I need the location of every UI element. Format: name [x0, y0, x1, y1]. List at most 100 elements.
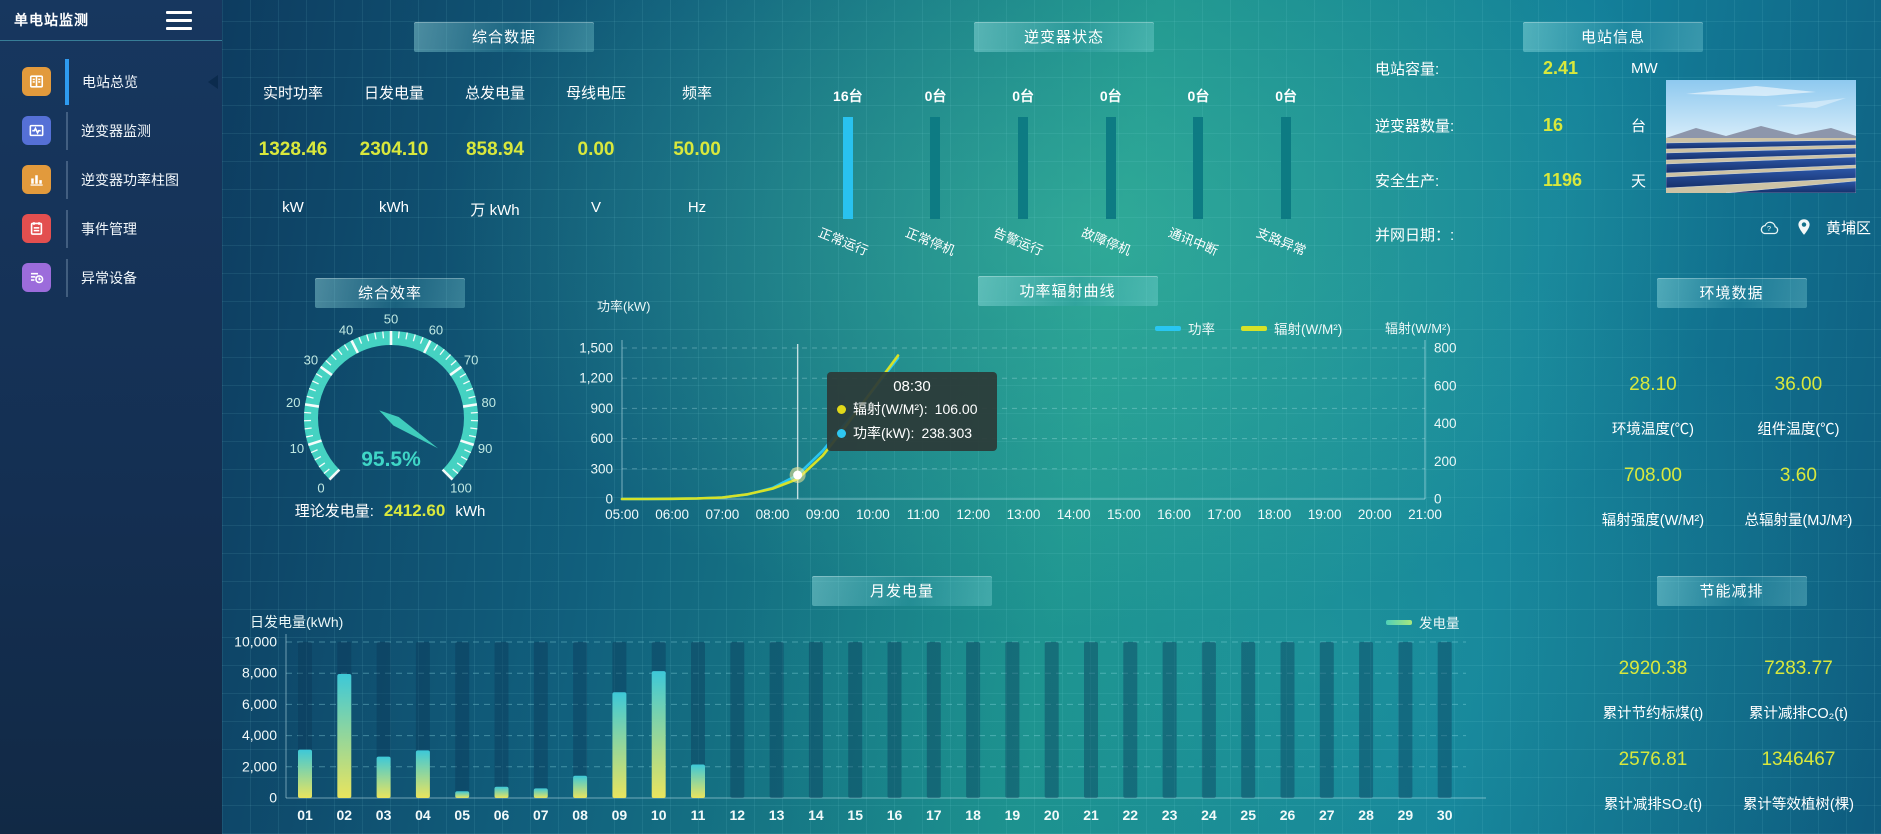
panel-title: 综合效率: [315, 278, 465, 308]
svg-text:28: 28: [1358, 807, 1374, 823]
efficiency-gauge[interactable]: 0 10 20 30 40 50 60 70 80 90 100 95.5%: [228, 310, 552, 506]
svg-text:29: 29: [1398, 807, 1414, 823]
svg-text:0: 0: [317, 481, 324, 496]
status-comm-lost: 0台 通讯中断: [1166, 88, 1221, 259]
panel-efficiency: 综合效率 0 10 20 30 40 50 60 70 80 90 100 95.5% 理论发电量: …: [228, 270, 552, 546]
svg-text:09:00: 09:00: [806, 507, 840, 522]
metric-daily-energy: 日发电量 2304.10 kWh: [359, 85, 429, 216]
energy-swatch: [1386, 619, 1412, 625]
svg-text:0: 0: [1434, 492, 1442, 507]
location-pin-icon[interactable]: [1796, 218, 1812, 238]
stat-coal-saved: 2920.38 累计节约标煤(t): [1602, 658, 1704, 722]
panel-power-curve: 功率辐射曲线 功率(kW) 辐射(W/M²) 功率 辐射(W/M²) 0 300 6…: [559, 270, 1576, 546]
panel-title: 综合数据: [414, 22, 594, 52]
svg-text:07: 07: [533, 807, 549, 823]
sidebar-item-inverter-monitor[interactable]: 逆变器监测: [0, 106, 222, 155]
weather-cloud-icon[interactable]: ?: [1758, 219, 1782, 237]
svg-text:600: 600: [590, 431, 613, 446]
svg-text:19: 19: [1005, 807, 1021, 823]
svg-text:70: 70: [464, 352, 478, 367]
panel-title: 节能减排: [1656, 576, 1807, 606]
radiation-dot-icon: [837, 404, 846, 414]
hamburger-menu-icon[interactable]: [166, 10, 192, 30]
svg-text:40: 40: [339, 322, 353, 337]
svg-text:26: 26: [1280, 807, 1296, 823]
status-bar: [1193, 117, 1204, 219]
svg-text:17: 17: [926, 807, 942, 823]
panel-title: 环境数据: [1656, 278, 1807, 308]
svg-text:24: 24: [1201, 807, 1217, 823]
sidebar-item-label: 逆变器功率柱图: [81, 171, 179, 188]
svg-text:13: 13: [769, 807, 785, 823]
svg-text:18:00: 18:00: [1258, 507, 1292, 522]
svg-text:30: 30: [304, 352, 318, 367]
svg-text:2,000: 2,000: [242, 758, 277, 774]
sidebar-item-label: 电站总览: [82, 73, 138, 90]
svg-text:11:00: 11:00: [907, 507, 940, 522]
active-indicator: [65, 58, 69, 105]
stat-module-temp: 36.00 组件温度(℃): [1757, 374, 1840, 438]
svg-text:16:00: 16:00: [1157, 507, 1191, 522]
panel-station-info: 电站信息 电站容量: 2.41 MW 逆变器数量: 16 台 安全生产: 119…: [1349, 10, 1877, 250]
metric-realtime-power: 实时功率 1328.46 kW: [258, 85, 328, 216]
svg-text:95.5%: 95.5%: [361, 448, 421, 471]
monthly-bar-chart[interactable]: 0 2,000 4,000 6,000 8,000 10,000 01 02 03 04 05 06 0…: [228, 560, 1576, 834]
sidebar-item-event-management[interactable]: 事件管理: [0, 204, 222, 253]
svg-text:20: 20: [286, 395, 300, 410]
chart-tooltip: 08:30 辐射(W/M²): 106.00 功率(kW): 238.303: [827, 372, 997, 451]
svg-text:100: 100: [450, 481, 472, 496]
status-bar: [930, 117, 941, 219]
svg-text:20:00: 20:00: [1358, 507, 1392, 522]
inverter-count-row: 逆变器数量: 16 台: [1375, 115, 1647, 135]
stat-radiation-intensity: 708.00 辐射强度(W/M²): [1601, 465, 1705, 529]
status-branch-abnormal: 0台 支路异常: [1254, 88, 1309, 259]
sidebar-item-abnormal-devices[interactable]: 异常设备: [0, 253, 222, 302]
legend-radiation[interactable]: 辐射(W/M²): [1241, 318, 1342, 338]
status-bar: [1018, 117, 1029, 219]
svg-text:0: 0: [269, 790, 277, 806]
power-radiation-chart[interactable]: 0 300 600 900 1,200 1,500 0 200 400 600 800 05:00 06…: [559, 270, 1576, 546]
panel-inverter-status: 逆变器状态 16台 正常运行 0台 正常停机 0台 告警运行 0台 故障停机: [790, 10, 1338, 259]
svg-text:300: 300: [590, 461, 613, 476]
svg-text:21: 21: [1083, 807, 1099, 823]
collapse-arrow-icon[interactable]: [208, 74, 218, 89]
svg-text:25: 25: [1240, 807, 1256, 823]
svg-text:10: 10: [651, 807, 667, 823]
svg-text:200: 200: [1434, 454, 1457, 469]
metric-bus-voltage: 母线电压 0.00 V: [565, 85, 626, 216]
svg-text:16: 16: [887, 807, 903, 823]
line-legend: 功率 辐射(W/M²): [1155, 318, 1342, 338]
status-fault-stop: 0台 故障停机: [1079, 88, 1134, 259]
grid-date-row: 并网日期：:: [1375, 227, 1455, 244]
legend-power[interactable]: 功率: [1155, 318, 1215, 338]
svg-text:27: 27: [1319, 807, 1335, 823]
svg-text:23: 23: [1162, 807, 1178, 823]
bar-legend[interactable]: 发电量: [1386, 612, 1460, 632]
metric-total-energy: 总发电量 858.94 万 kWh: [464, 85, 525, 219]
stat-total-radiation: 3.60 总辐射量(MJ/M²): [1744, 465, 1853, 529]
svg-text:06:00: 06:00: [655, 507, 689, 522]
stat-so2-reduced: 2576.81 累计减排SO₂(t): [1603, 749, 1703, 813]
radiation-swatch: [1241, 325, 1267, 331]
sidebar-header: 单电站监测: [0, 0, 222, 41]
svg-text:14:00: 14:00: [1057, 507, 1091, 522]
station-photo: [1666, 80, 1856, 193]
svg-text:08: 08: [572, 807, 588, 823]
right-axis-title: 辐射(W/M²): [1385, 321, 1451, 336]
svg-text:07:00: 07:00: [705, 507, 739, 522]
device-list-clock-icon: [22, 263, 51, 292]
sidebar-item-station-overview[interactable]: 电站总览: [0, 57, 222, 106]
saving-stats: 2920.38 累计节约标煤(t) 7283.77 累计减排CO₂(t) 257…: [1586, 606, 1877, 834]
svg-text:400: 400: [1434, 416, 1457, 431]
status-bar: [1281, 117, 1292, 219]
svg-text:15:00: 15:00: [1107, 507, 1141, 522]
sidebar-item-inverter-power-bars[interactable]: 逆变器功率柱图: [0, 155, 222, 204]
svg-text:900: 900: [590, 401, 613, 416]
panel-title: 功率辐射曲线: [977, 276, 1158, 306]
panel-summary: 综合数据 实时功率 1328.46 kW 日发电量 2304.10 kWh 总发…: [228, 10, 780, 250]
svg-text:12: 12: [730, 807, 746, 823]
sidebar-item-label: 事件管理: [81, 220, 137, 237]
district-label: 黄埔区: [1825, 220, 1871, 237]
dashboard-main: 综合数据 实时功率 1328.46 kW 日发电量 2304.10 kWh 总发…: [222, 0, 1881, 834]
panel-monthly-energy: 月发电量 日发电量(kWh) 发电量 0 2,000 4,000 6,000 8,000…: [228, 560, 1576, 834]
